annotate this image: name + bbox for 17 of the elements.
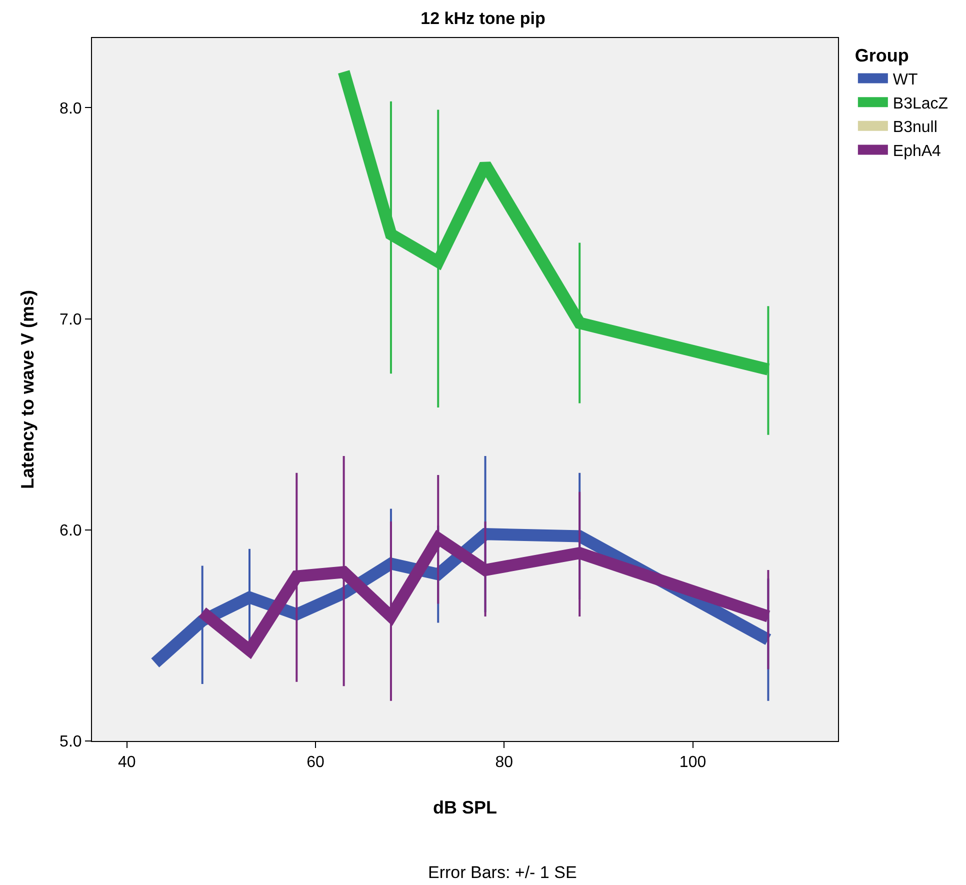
x-tick-label: 80 <box>495 754 514 772</box>
y-tick-label: 8.0 <box>60 100 82 118</box>
x-tick-label: 40 <box>118 754 136 772</box>
y-tick-label: 6.0 <box>60 522 82 540</box>
legend-label: WT <box>892 72 918 89</box>
legend-label: B3null <box>892 119 938 136</box>
chart-title: 12 kHz tone pip <box>420 8 546 28</box>
x-tick-label: 100 <box>679 754 706 772</box>
legend-label: EphA4 <box>892 142 942 160</box>
y-tick-label: 5.0 <box>60 734 82 751</box>
x-axis-title: dB SPL <box>432 797 498 818</box>
legend-label: B3LacZ <box>892 95 948 112</box>
legend-title: Group <box>854 45 909 66</box>
text: Error Bars: +/- 1 SE <box>428 863 577 882</box>
x-tick-label: 60 <box>306 754 325 772</box>
y-axis-title: Latency to wave V (ms) <box>18 290 38 490</box>
y-tick-label: 7.0 <box>60 311 82 328</box>
